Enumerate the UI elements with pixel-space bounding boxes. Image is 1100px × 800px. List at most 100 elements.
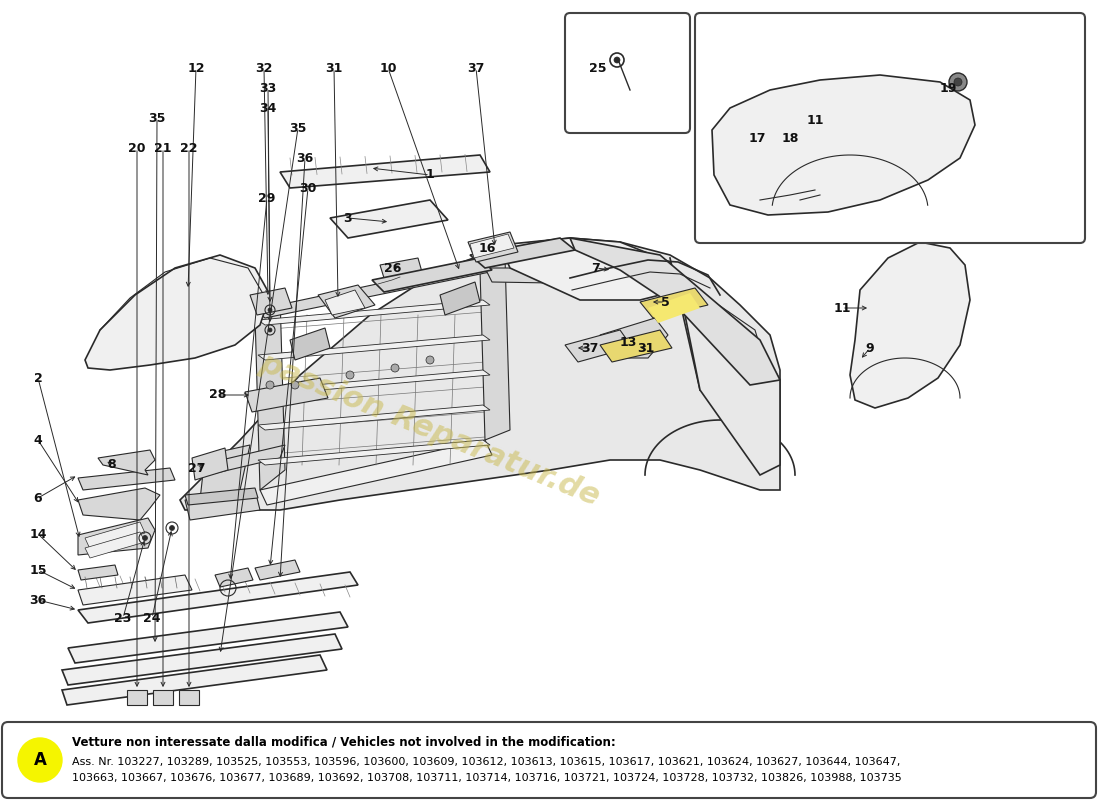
Text: 21: 21 [154,142,172,154]
Polygon shape [260,440,492,505]
Polygon shape [78,575,192,605]
Text: 11: 11 [834,302,850,314]
Text: 28: 28 [209,389,227,402]
Circle shape [268,308,272,312]
Text: 11: 11 [806,114,824,126]
Circle shape [266,381,274,389]
FancyBboxPatch shape [695,13,1085,243]
Circle shape [18,738,62,782]
FancyBboxPatch shape [2,722,1096,798]
Polygon shape [324,290,365,315]
Polygon shape [600,330,672,362]
Polygon shape [85,532,145,558]
Circle shape [949,73,967,91]
Polygon shape [153,690,173,705]
Polygon shape [258,440,490,465]
Text: 25: 25 [590,62,607,74]
Polygon shape [78,572,358,623]
Text: 12: 12 [187,62,205,74]
Polygon shape [850,242,970,408]
Text: A: A [34,751,46,769]
Circle shape [143,535,147,541]
Polygon shape [258,405,490,430]
Circle shape [346,371,354,379]
Polygon shape [570,238,780,385]
Polygon shape [68,612,348,663]
Text: 32: 32 [255,62,273,74]
Polygon shape [85,255,270,370]
Polygon shape [565,330,632,362]
Text: 35: 35 [148,111,166,125]
Polygon shape [250,288,292,315]
Circle shape [268,328,272,332]
Polygon shape [255,295,285,490]
Polygon shape [180,238,780,510]
Text: 17: 17 [748,131,766,145]
Polygon shape [62,655,327,705]
Polygon shape [680,290,780,475]
Polygon shape [258,370,490,395]
Polygon shape [185,490,260,520]
Circle shape [292,381,299,389]
Polygon shape [280,155,490,188]
Text: 31: 31 [326,62,343,74]
Polygon shape [195,445,285,478]
Text: 9: 9 [866,342,874,354]
Text: 13: 13 [619,335,637,349]
Text: 18: 18 [781,131,799,145]
Polygon shape [372,258,492,292]
Polygon shape [78,488,160,520]
Text: 22: 22 [180,142,198,154]
Polygon shape [379,258,422,278]
Polygon shape [85,522,145,549]
Polygon shape [255,560,300,580]
Polygon shape [78,468,175,490]
Circle shape [954,78,962,86]
Polygon shape [485,268,672,285]
Text: 37: 37 [468,62,485,74]
Polygon shape [258,335,490,360]
Polygon shape [640,288,708,318]
Text: 33: 33 [260,82,276,94]
Text: 10: 10 [379,62,397,74]
Polygon shape [480,258,510,440]
Text: 1: 1 [426,169,434,182]
Polygon shape [255,262,490,318]
Polygon shape [258,300,490,325]
Text: 24: 24 [143,611,161,625]
Polygon shape [468,232,518,262]
Text: 36: 36 [30,594,46,606]
Text: 27: 27 [188,462,206,474]
Polygon shape [470,238,575,268]
Text: 29: 29 [258,191,276,205]
Text: Ass. Nr. 103227, 103289, 103525, 103553, 103596, 103600, 103609, 103612, 103613,: Ass. Nr. 103227, 103289, 103525, 103553,… [72,757,901,767]
Circle shape [169,526,175,530]
Polygon shape [126,690,147,705]
Polygon shape [78,518,155,555]
Circle shape [614,57,620,63]
Polygon shape [192,448,228,480]
FancyBboxPatch shape [565,13,690,133]
Text: 16: 16 [478,242,496,254]
Text: 31: 31 [637,342,654,354]
Text: Vetture non interessate dalla modifica / Vehicles not involved in the modificati: Vetture non interessate dalla modifica /… [72,735,616,749]
Text: 2: 2 [34,371,43,385]
Text: 35: 35 [289,122,307,134]
Polygon shape [62,634,342,685]
Polygon shape [318,285,375,318]
Text: 37: 37 [581,342,598,354]
Polygon shape [600,318,668,358]
Text: 8: 8 [108,458,117,471]
Polygon shape [290,328,330,360]
Polygon shape [500,238,680,300]
Text: 4: 4 [34,434,43,446]
Text: 5: 5 [661,295,670,309]
Text: 20: 20 [129,142,145,154]
Polygon shape [666,268,770,380]
Text: 36: 36 [296,151,314,165]
Polygon shape [78,565,118,580]
Polygon shape [648,293,700,323]
Text: passion Reparatur.de: passion Reparatur.de [255,348,604,512]
Text: 34: 34 [260,102,277,114]
Polygon shape [330,200,448,238]
